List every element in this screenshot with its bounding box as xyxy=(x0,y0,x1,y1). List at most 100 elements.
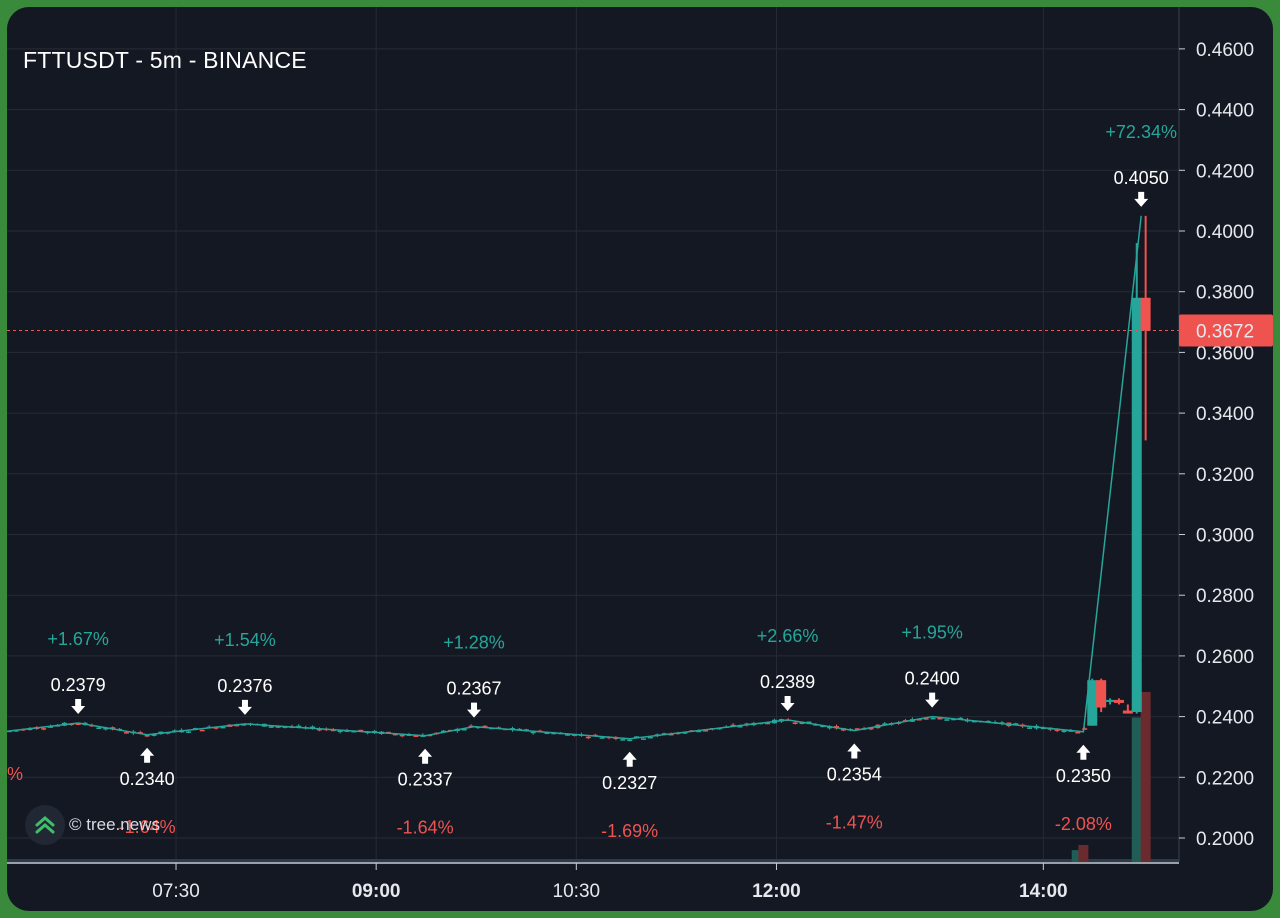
candle-body xyxy=(48,726,54,728)
volume-bar xyxy=(1071,850,1082,862)
axes: 0.4600 0.4400 0.4200 0.4000 0.3800 0.3600 0.34… xyxy=(7,7,1273,902)
candle-body xyxy=(544,732,550,734)
candle-body xyxy=(392,733,398,736)
grid-lines xyxy=(7,7,1179,862)
candle-body xyxy=(944,719,950,721)
candle-body xyxy=(937,717,943,720)
candle-body xyxy=(730,724,736,727)
swing-pct-label: +2.66% xyxy=(757,626,819,646)
arrow-down-icon xyxy=(1134,191,1149,207)
candle-body xyxy=(213,727,219,729)
watermark-text: © tree.news xyxy=(69,815,160,834)
swing-pct-label: +1.95% xyxy=(901,623,963,643)
swing-point-0.2379: 0.2379 +1.67% xyxy=(47,629,109,714)
candle-body xyxy=(337,730,343,733)
x-tick-label: 12:00 xyxy=(752,881,801,902)
candle-body xyxy=(199,729,205,732)
candle-body xyxy=(220,726,226,729)
swing-pct-label: +72.34% xyxy=(1105,122,1177,142)
swing-point-0.2327: 0.2327 -1.69% xyxy=(601,751,658,841)
swing-pct-label: -1.64% xyxy=(119,817,176,837)
y-tick-label: 0.3000 xyxy=(1196,526,1254,547)
candle-body xyxy=(703,730,709,732)
swing-pct-label: +1.54% xyxy=(214,630,276,650)
swing-labels: 0.2379+1.67%0.2340-1.64%0.2376+1.54%0.23… xyxy=(7,122,1177,841)
current-price-badge xyxy=(1179,314,1273,347)
y-tick-label: 0.3600 xyxy=(1196,343,1254,364)
swing-pct-label: -1.69% xyxy=(601,821,658,841)
y-tick-label: 0.3400 xyxy=(1196,404,1254,425)
arrow-up-icon xyxy=(1076,744,1091,760)
swing-pct-label: +1.28% xyxy=(443,633,505,653)
swing-price-label: 0.2379 xyxy=(51,675,106,695)
candle-body xyxy=(1027,727,1033,729)
y-tick-label: 0.2200 xyxy=(1196,768,1254,789)
swing-price-label: 0.2367 xyxy=(446,679,501,699)
candle-body xyxy=(585,736,591,739)
arrow-down-icon xyxy=(71,698,86,714)
candle-body xyxy=(627,739,633,742)
candle-body xyxy=(41,728,47,730)
swing-price-label: 0.2337 xyxy=(398,770,453,790)
arrow-up-icon xyxy=(140,747,155,763)
candle-body xyxy=(241,724,247,726)
arrow-up-icon xyxy=(418,748,433,764)
y-tick-label: 0.4400 xyxy=(1196,101,1254,122)
swing-price-label: 0.2340 xyxy=(120,769,175,789)
candle-body xyxy=(96,727,102,730)
current-price-label: 0.3672 xyxy=(1196,322,1254,343)
candle-body xyxy=(882,723,888,725)
candle-body xyxy=(1075,731,1081,734)
candle-body xyxy=(765,722,771,725)
swing-point-0.2340: 0.2340 -1.64% xyxy=(119,747,176,837)
candle-body xyxy=(1113,699,1124,703)
candle-body xyxy=(930,717,936,720)
candle-body xyxy=(144,734,150,737)
swing-price-label: 0.2354 xyxy=(827,765,882,785)
swing-price-label: 0.2376 xyxy=(217,676,272,696)
candle-body xyxy=(1140,297,1151,331)
zigzag-line xyxy=(7,215,1142,740)
candle-body xyxy=(868,727,874,730)
chart-frame: 0.2379 +1.67% 0.2340 -1.64% 0.2376 +1.54% 0.23… xyxy=(7,7,1273,911)
candle-body xyxy=(737,726,743,728)
volume-baseline xyxy=(7,859,1179,862)
x-tick-label: 14:00 xyxy=(1019,881,1068,902)
swing-price-label: 0.2400 xyxy=(905,669,960,689)
candlestick-chart[interactable]: 0.2379+1.67%0.2340-1.64%0.2376+1.54%0.23… xyxy=(7,7,1273,911)
candles xyxy=(7,215,1151,742)
y-tick-label: 0.2400 xyxy=(1196,708,1254,729)
candle-body xyxy=(75,723,81,726)
y-tick-label: 0.3200 xyxy=(1196,465,1254,486)
candle-body xyxy=(792,722,798,724)
tree-logo-icon xyxy=(25,805,65,845)
swing-point-0.2376: 0.2376 +1.54% xyxy=(214,630,276,715)
swing-price-label: 0.2327 xyxy=(602,773,657,793)
candle-body xyxy=(565,733,571,736)
swing-point-0.2400: 0.2400 +1.95% xyxy=(901,623,963,708)
swing-price-label: 0.2389 xyxy=(760,672,815,692)
y-tick-label: 0.4600 xyxy=(1196,40,1254,61)
y-tick-label: 0.2000 xyxy=(1196,829,1254,850)
candle-body xyxy=(854,728,860,730)
candle-body xyxy=(1122,710,1133,714)
swing-pct-label: +1.67% xyxy=(47,629,109,649)
candle-body xyxy=(923,718,929,720)
candle-body xyxy=(1061,730,1067,733)
edge-pct-label: % xyxy=(7,764,23,784)
swing-point-0.2337: 0.2337 -1.64% xyxy=(397,748,454,838)
candle-body xyxy=(185,731,191,733)
candle-body xyxy=(696,730,702,733)
candle-body xyxy=(820,725,826,728)
swing-pct-label: -2.08% xyxy=(1055,814,1112,834)
x-tick-label: 09:00 xyxy=(352,881,401,902)
arrow-down-icon xyxy=(780,695,795,711)
volume-bars xyxy=(7,692,1179,862)
candle-body xyxy=(123,732,129,734)
candle-body xyxy=(640,738,646,740)
candle-body xyxy=(413,735,419,737)
y-tick-label: 0.4200 xyxy=(1196,161,1254,182)
swing-point-0.2354: 0.2354 -1.47% xyxy=(826,743,883,833)
candle-body xyxy=(296,725,302,728)
candle-body xyxy=(482,725,488,728)
